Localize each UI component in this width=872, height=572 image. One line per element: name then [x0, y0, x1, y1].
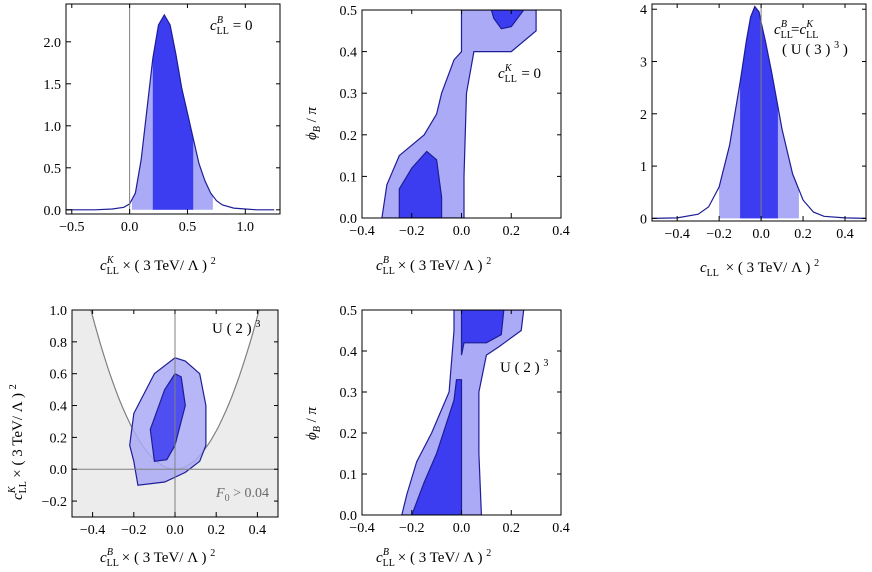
- band-68: [152, 14, 194, 210]
- region-68: [149, 372, 186, 462]
- x-tick-label: 0.2: [207, 523, 225, 538]
- panel-annotation: U ( 2 ) 3: [500, 358, 548, 376]
- panel-annotation-2: ( U ( 3 ) 3 ): [782, 40, 848, 58]
- plot-frame: [361, 9, 562, 219]
- panel-p5-cb-phase-u2: −0.4 −0.2 0.0 0.2 0.4 0.0 0.1 0.2 0.3 0.4 0.5 U ( …: [304, 304, 570, 569]
- y-tick-label: 0.4: [50, 400, 68, 415]
- y-tick-label: −0.2: [42, 495, 67, 510]
- panel-p4-ck-vs-cb: −0.4 −0.2 0.0 0.2 0.4−0.20.00.20.40.60.81.0 …: [7, 304, 279, 569]
- y-tick-label: 0.0: [50, 463, 68, 478]
- x-tick-label: 1.0: [237, 220, 255, 235]
- panel-p3-universal-marginal: −0.4 −0.2 0.0 0.2 0.4 0 1 2 3 4 cLLB =cLLK ( U ( 3…: [640, 3, 867, 279]
- x-tick-label: −0.2: [399, 521, 424, 536]
- y-tick-label: 0.3: [340, 386, 358, 401]
- x-tick-label: −0.2: [399, 224, 424, 239]
- y-tick-label: 0.5: [340, 304, 358, 319]
- y-tick-label: 0.5: [44, 162, 62, 177]
- panel-annotation: cLLB =cLLK: [774, 19, 818, 41]
- band-68: [740, 6, 778, 219]
- x-tick-label: 0.4: [552, 521, 570, 536]
- x-axis-label: cLLB × ( 3 TeV/ Λ ) 2: [376, 255, 491, 277]
- y-tick-label: 0.4: [340, 46, 358, 61]
- panel-annotation: cLLB = 0: [210, 15, 252, 37]
- x-tick-label: −0.2: [706, 227, 731, 242]
- y-axis-label: ϕB / π: [304, 106, 323, 140]
- x-tick-label: 0.2: [794, 227, 812, 242]
- x-axis-label: cLLB × ( 3 TeV/ Λ ) 2: [376, 547, 491, 569]
- x-tick-label: −0.5: [59, 220, 84, 235]
- y-tick-label: 0.0: [340, 509, 358, 524]
- x-tick-label: 0.5: [179, 220, 197, 235]
- y-tick-label: 0.5: [340, 4, 358, 19]
- region-68: [490, 10, 525, 30]
- panel-annotation: cLLK = 0: [498, 63, 541, 85]
- plot-area: [401, 310, 525, 515]
- x-tick-label: −0.2: [121, 523, 146, 538]
- y-tick-label: 0.1: [340, 468, 358, 483]
- y-tick-label: 0.2: [50, 431, 68, 446]
- y-tick-label: 0.0: [340, 212, 358, 227]
- y-tick-label: 3: [640, 56, 647, 71]
- region-68: [460, 310, 505, 356]
- plot-frame: [651, 3, 867, 222]
- y-axis-label: cLLK × ( 3 TeV/ Λ ) 2: [7, 384, 29, 500]
- x-tick-label: −0.4: [349, 224, 374, 239]
- y-tick-label: 1.0: [50, 304, 68, 319]
- x-tick-label: 0.4: [552, 224, 570, 239]
- y-axis-label: ϕB / π: [304, 406, 323, 440]
- y-tick-label: 0.3: [340, 87, 358, 102]
- region-68: [398, 150, 443, 218]
- x-tick-label: 0.0: [453, 224, 471, 239]
- x-tick-label: 0.2: [503, 224, 521, 239]
- x-tick-label: 0.4: [836, 227, 854, 242]
- y-tick-label: 1.0: [44, 120, 62, 135]
- y-tick-label: 0.1: [340, 170, 358, 185]
- x-tick-label: 0.0: [121, 220, 139, 235]
- density-curve: [652, 5, 866, 219]
- plot-area: [652, 4, 866, 221]
- y-tick-label: 0.4: [340, 345, 358, 360]
- x-tick-label: −0.4: [664, 227, 689, 242]
- x-tick-label: 0.0: [453, 521, 471, 536]
- plot-area: [72, 310, 278, 517]
- panel-p2-cb-phase: −0.4 −0.2 0.0 0.2 0.4 0.0 0.1 0.2 0.3 0.4 0.5 cLLK…: [304, 4, 570, 277]
- x-tick-label: 0.0: [166, 523, 184, 538]
- region-68: [411, 379, 463, 515]
- plot-frame: [361, 309, 562, 516]
- plot-frame: [71, 309, 279, 518]
- y-tick-label: 2: [640, 108, 647, 123]
- x-tick-label: 0.4: [249, 523, 267, 538]
- plot-area: [66, 4, 275, 214]
- y-tick-label: 0.6: [50, 368, 68, 383]
- y-tick-label: 0.0: [44, 204, 62, 219]
- y-tick-label: 0: [640, 212, 647, 227]
- y-tick-label: 2.0: [44, 36, 62, 51]
- plot-frame: [65, 3, 281, 215]
- y-tick-label: 0.2: [340, 129, 358, 144]
- x-axis-label: cLL × ( 3 TeV/ Λ ) 2: [700, 258, 819, 279]
- y-tick-label: 0.2: [340, 427, 358, 442]
- x-tick-label: 0.2: [503, 521, 521, 536]
- x-tick-label: −0.4: [349, 521, 374, 536]
- panel-p1-ck-marginal: −0.5 0.0 0.5 1.00.00.51.01.52.0 cLLB = 0 cL…: [44, 3, 281, 277]
- x-axis-label: cLLK × ( 3 TeV/ Λ ) 2: [100, 255, 216, 277]
- y-tick-label: 4: [640, 3, 647, 18]
- y-tick-label: 1: [640, 160, 647, 175]
- plot-area: [381, 10, 537, 218]
- panel-annotation-2: F0 > 0.04: [215, 486, 269, 504]
- x-tick-label: −0.4: [80, 523, 105, 538]
- x-tick-label: 0.0: [752, 227, 770, 242]
- y-tick-label: 0.8: [50, 336, 68, 351]
- y-tick-label: 1.5: [44, 78, 62, 93]
- panel-annotation: U ( 2 ) 3: [212, 319, 260, 337]
- x-axis-label: cLLB × ( 3 TeV/ Λ ) 2: [100, 547, 215, 569]
